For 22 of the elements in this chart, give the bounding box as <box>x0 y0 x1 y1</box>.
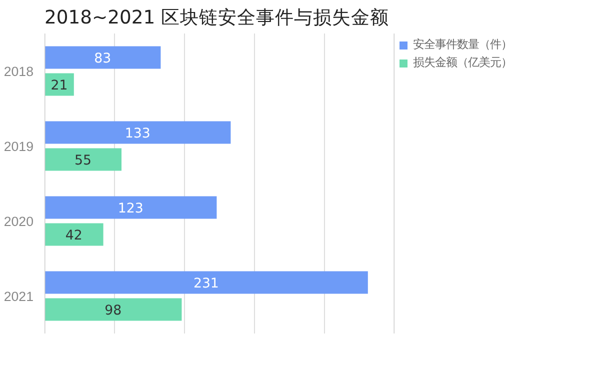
data-label: 98 <box>104 304 122 318</box>
data-label: 123 <box>118 202 144 216</box>
bar <box>44 121 231 144</box>
chart-title: 2018~2021 区块链安全事件与损失金额 <box>44 6 390 28</box>
bar <box>44 148 122 171</box>
bar <box>44 223 104 246</box>
y-tick-label: 2019 <box>4 139 34 154</box>
y-tick-label: 2018 <box>4 64 34 79</box>
y-tick-label: 2020 <box>4 214 34 229</box>
legend-label: 安全事件数量（件） <box>413 37 512 52</box>
bar <box>44 271 368 294</box>
bar <box>44 196 217 219</box>
legend-label: 损失金额（亿美元） <box>413 55 512 70</box>
bar <box>44 298 182 321</box>
data-label: 55 <box>74 154 92 168</box>
bar <box>44 46 161 69</box>
data-label: 83 <box>94 52 112 66</box>
data-label: 231 <box>193 276 219 292</box>
data-label: 42 <box>65 228 82 244</box>
y-tick-label: 2021 <box>4 289 34 304</box>
data-label: 21 <box>50 78 68 94</box>
data-label: 133 <box>124 126 150 142</box>
